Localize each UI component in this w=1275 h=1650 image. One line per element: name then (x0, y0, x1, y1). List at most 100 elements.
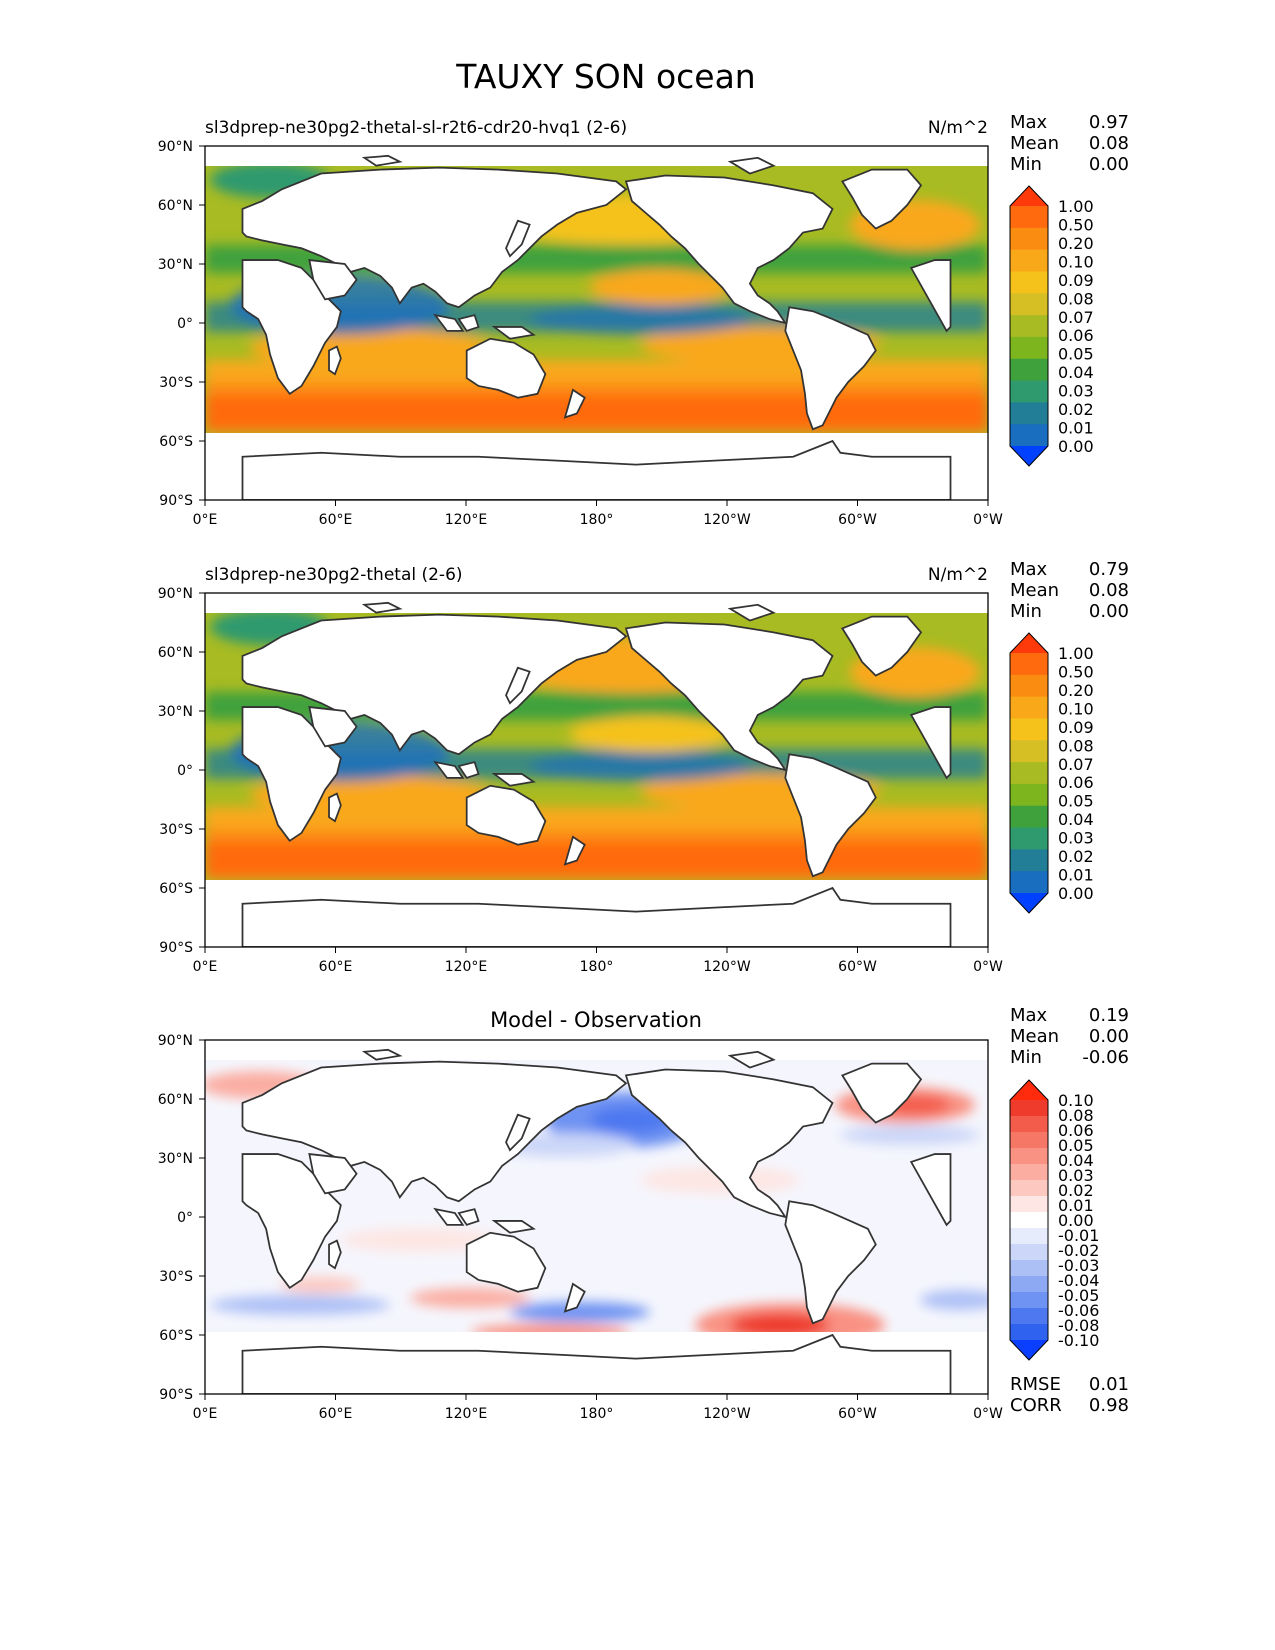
panel-2-ytick-label: 90°N (158, 586, 193, 602)
panel-1-colorbar-extend-top (1010, 186, 1048, 206)
panel-3-colorbar-label: 0.10 (1058, 1091, 1094, 1110)
panel-3-xtick-label: 120°E (445, 1406, 488, 1422)
panel-3-colorbar-label: 0.01 (1058, 1196, 1094, 1215)
panel-3: Model - Observation (158, 1005, 1129, 1422)
panel-1-colorbar-swatch (1010, 206, 1048, 229)
panel-2-stat-label: Min (1010, 601, 1042, 622)
panel-2-stat-value: 0.00 (1089, 601, 1129, 622)
panel-3-xtick-label: 60°W (838, 1406, 877, 1422)
panel-3-ytick-label: 90°N (158, 1033, 193, 1049)
panel-1-colorbar-label: 0.01 (1058, 419, 1094, 438)
panel-3-colorbar-swatch (1010, 1308, 1048, 1325)
panel-2-colorbar-swatch (1010, 762, 1048, 785)
panel-1-colorbar-swatch (1010, 249, 1048, 273)
panel-1-xtick-label: 180° (580, 512, 614, 528)
panel-2-colorbar-swatch (1010, 827, 1048, 850)
panel-3-colorbar-label: -0.08 (1058, 1316, 1099, 1335)
panel-1-xtick-label: 120°W (703, 512, 751, 528)
panel-2-colorbar-swatch (1010, 871, 1048, 894)
panel-1-colorbar-label: 0.07 (1058, 308, 1094, 327)
panel-2-colorbar-label: 0.05 (1058, 792, 1094, 811)
panel-2-colorbar-swatch (1010, 805, 1048, 829)
panel-2-colorbar-outline (1009, 632, 1049, 914)
panel-3-colorbar-swatch (1010, 1324, 1048, 1341)
panel-3-map-field (205, 1040, 988, 1394)
panel-2-xtick-label: 0°E (193, 959, 218, 975)
panel-1-colorbar-swatch (1010, 336, 1048, 360)
panel-2-ytick-label: 30°S (159, 822, 193, 838)
panel-3-colorbar-label: -0.06 (1058, 1301, 1099, 1320)
panel-3-colorbar-label: -0.01 (1058, 1226, 1099, 1245)
panel-3-ytick-label: 60°N (158, 1092, 193, 1108)
panel-1-colorbar-label: 0.02 (1058, 400, 1094, 419)
panel-3-metric-value: 0.01 (1089, 1374, 1129, 1395)
panel-3-colorbar-label: -0.04 (1058, 1271, 1099, 1290)
panel-3-metric-label: CORR (1010, 1395, 1062, 1416)
panel-2-xtick-label: 60°E (319, 959, 353, 975)
panel-2-colorbar-swatch (1010, 783, 1048, 807)
panel-1-colorbar-label: 0.05 (1058, 345, 1094, 364)
panel-1-colorbar-outline (1009, 185, 1049, 467)
panel-1-ytick-label: 60°S (159, 434, 193, 450)
panel-2-colorbar-label: 0.50 (1058, 662, 1094, 681)
panel-3-colorbar-swatch (1010, 1100, 1048, 1117)
panel-2-title-right: N/m^2 (928, 565, 988, 585)
panel-3-stat-label: Max (1010, 1005, 1048, 1026)
panel-3-colorbar-extend-bottom (1010, 1340, 1048, 1360)
panel-3-colorbar-swatch (1010, 1228, 1048, 1245)
panel-1-colorbar-swatch (1010, 293, 1048, 316)
panel-3-colorbar-swatch (1010, 1260, 1048, 1277)
panel-1-colorbar-label: 0.03 (1058, 382, 1094, 401)
panel-1-stat-label: Mean (1010, 133, 1059, 154)
panel-1-stat-value: 0.97 (1089, 112, 1129, 133)
panel-3-xtick-label: 180° (580, 1406, 614, 1422)
panel-3-colorbar-swatch (1010, 1244, 1048, 1261)
panel-2-xtick-label: 0°W (973, 959, 1003, 975)
panel-3-colorbar-label: -0.03 (1058, 1256, 1099, 1275)
panel-1-stat-label: Min (1010, 154, 1042, 175)
panel-1-colorbar-label: 0.10 (1058, 252, 1094, 271)
panel-2-colorbar-label: 0.04 (1058, 810, 1094, 829)
panel-1-title-right: N/m^2 (928, 118, 988, 138)
panel-3-title: Model - Observation (490, 1008, 702, 1032)
panel-2-colorbar-label: 0.09 (1058, 718, 1094, 737)
panel-2-colorbar-swatch (1010, 849, 1048, 872)
panel-3-colorbar-label: -0.10 (1058, 1331, 1099, 1350)
panel-3-colorbar-swatch (1010, 1276, 1048, 1293)
panel-2-colorbar-label: 0.08 (1058, 736, 1094, 755)
panel-1-colorbar-label: 0.06 (1058, 326, 1094, 345)
panel-1-stat-value: 0.00 (1089, 154, 1129, 175)
panel-1-stat-value: 0.08 (1089, 133, 1129, 154)
panel-3-ytick-label: 30°S (159, 1269, 193, 1285)
panel-2-colorbar-swatch (1010, 718, 1048, 741)
panel-3-colorbar-swatch (1010, 1196, 1048, 1213)
panel-2-xtick-label: 120°E (445, 959, 488, 975)
panel-3-metric-value: 0.98 (1089, 1395, 1129, 1416)
panel-3-stat-label: Min (1010, 1047, 1042, 1068)
panel-3-colorbar-swatch (1010, 1212, 1048, 1229)
panel-3-stat-label: Mean (1010, 1026, 1059, 1047)
panel-2-stat-value: 0.08 (1089, 580, 1129, 601)
panel-1-colorbar-label: 0.04 (1058, 363, 1094, 382)
panel-3-colorbar-swatch (1010, 1116, 1048, 1133)
panel-1-colorbar-label: 0.09 (1058, 271, 1094, 290)
panel-1-colorbar-swatch (1010, 358, 1048, 382)
panel-3-ytick-label: 0° (177, 1210, 193, 1226)
panel-3-colorbar-label: 0.04 (1058, 1151, 1094, 1170)
panel-3-xtick-label: 0°E (193, 1406, 218, 1422)
panel-3-metric-label: RMSE (1010, 1374, 1061, 1395)
panel-2-colorbar-label: 0.00 (1058, 884, 1094, 903)
panel-2-ytick-label: 90°S (159, 940, 193, 956)
panel-3-xtick-label: 0°W (973, 1406, 1003, 1422)
panel-3-ytick-label: 90°S (159, 1387, 193, 1403)
panel-2-stat-label: Mean (1010, 580, 1059, 601)
panel-2-map-field (205, 593, 988, 947)
panel-1-xtick-label: 120°E (445, 512, 488, 528)
panel-3-colorbar-swatch (1010, 1292, 1048, 1309)
panel-2-colorbar-swatch (1010, 674, 1048, 698)
panel-1-ytick-label: 90°N (158, 139, 193, 155)
figure-title: TAUXY SON ocean (455, 57, 755, 96)
panel-2-colorbar-label: 1.00 (1058, 644, 1094, 663)
panel-3-colorbar-label: -0.02 (1058, 1241, 1099, 1260)
